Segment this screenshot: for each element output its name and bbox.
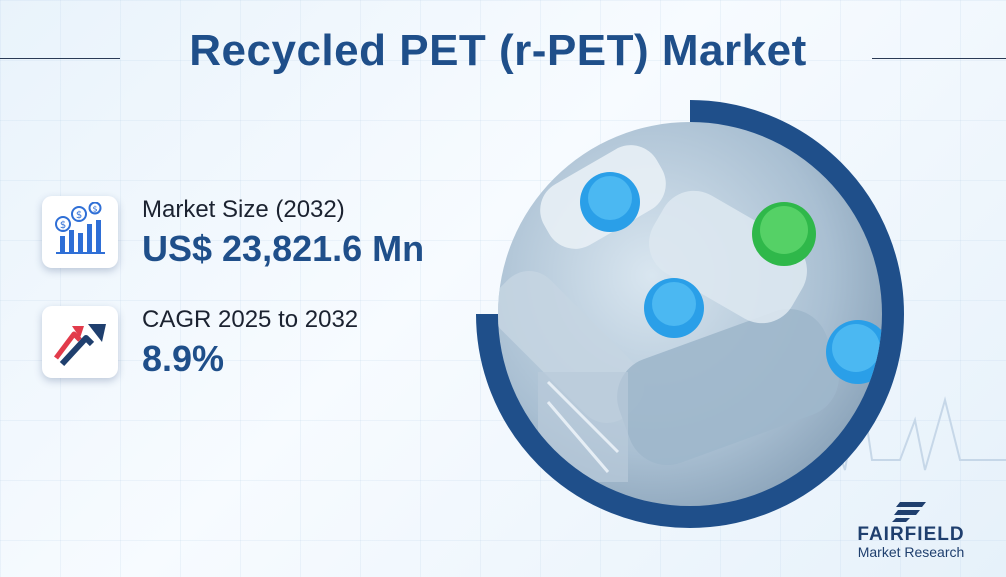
svg-text:$: $	[92, 205, 97, 214]
brand-tagline: Market Research	[857, 544, 965, 560]
title-rule-left	[0, 58, 120, 59]
svg-text:$: $	[60, 220, 66, 231]
fairfield-logo: FAIRFIELD Market Research	[846, 500, 976, 570]
accent-ring	[476, 100, 904, 528]
cagr-label: CAGR 2025 to 2032	[142, 306, 359, 333]
cagr-stat: CAGR 2025 to 2032 8.9%	[42, 304, 502, 384]
money-growth-chart-icon: $ $ $	[42, 196, 118, 268]
fairfield-mark-icon	[892, 502, 926, 522]
page-title: Recycled PET (r-PET) Market	[189, 26, 807, 75]
svg-text:$: $	[76, 210, 82, 221]
trend-arrows-icon	[42, 306, 118, 378]
cagr-value: 8.9%	[142, 338, 225, 379]
market-size-stat: $ $ $ Market Size (2032) US$ 23,821.6 Mn	[42, 194, 502, 274]
brand-name: FAIRFIELD	[857, 524, 965, 545]
header: Recycled PET (r-PET) Market	[0, 20, 1006, 80]
plastic-bottles-photo	[498, 122, 882, 506]
market-size-label: Market Size (2032)	[142, 196, 345, 223]
market-size-value: US$ 23,821.6 Mn	[142, 228, 425, 269]
title-rule-right	[872, 58, 1006, 59]
